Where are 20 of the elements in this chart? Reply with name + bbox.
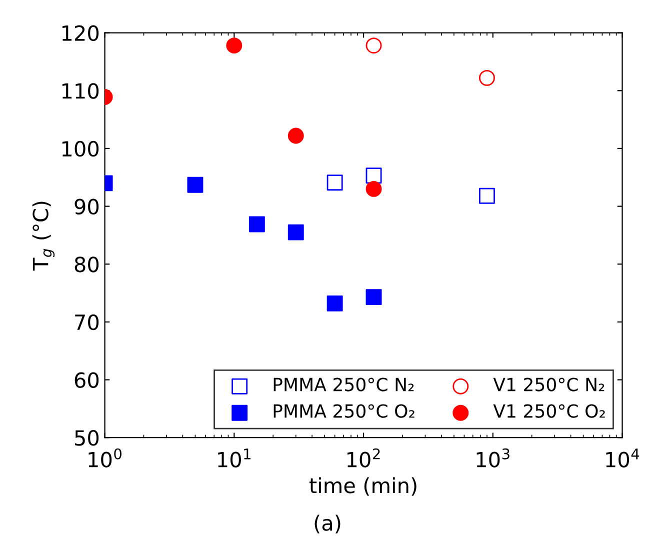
x-tick-label: 10$^{0}$ (88, 448, 122, 468)
y-tick-label: 90 (74, 198, 99, 215)
y-tick-label: 70 (75, 314, 99, 330)
y-tick-label: 50 (75, 430, 99, 446)
y-tick-label: 60 (74, 372, 99, 388)
x-tick-label: 10$^{2}$ (347, 448, 380, 468)
legend-label: V1 250°C O₂ (493, 404, 605, 418)
legend-label: V1 250°C N₂ (493, 378, 604, 392)
x-tick-label: 10$^{3}$ (476, 448, 510, 468)
x-tick-label: 10$^{4}$ (606, 448, 640, 468)
y-tick-label: 80 (74, 256, 99, 272)
text: (a) (314, 514, 340, 534)
x-axis-title: time (min) (309, 477, 416, 496)
y-tick-label: 110 (62, 83, 99, 99)
legend-label: PMMA 250°C O₂ (274, 404, 414, 418)
x-tick-label: 10$^{1}$ (218, 448, 250, 468)
y-tick-label: 100 (62, 140, 99, 157)
y-axis-title: T$_{g}$ (°C) (32, 202, 55, 271)
y-tick-label: 120 (62, 25, 99, 42)
legend-label: PMMA 250°C N₂ (274, 378, 414, 392)
